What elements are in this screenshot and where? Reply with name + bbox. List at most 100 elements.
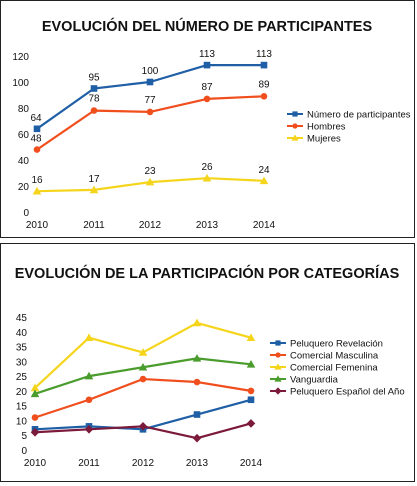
data-point (30, 427, 40, 437)
chart-title: EVOLUCIÓN DEL NÚMERO DE PARTICIPANTES (42, 17, 373, 35)
data-point (138, 362, 148, 371)
data-label: 78 (88, 94, 100, 105)
data-point (193, 411, 201, 418)
categories-chart: EVOLUCIÓN DE LA PARTICIPACIÓN POR CATEGO… (15, 264, 405, 469)
data-point (246, 359, 256, 368)
data-point (145, 177, 155, 186)
legend-marker (274, 363, 282, 370)
x-tick-label: 2012 (132, 458, 155, 469)
data-label: 26 (201, 162, 213, 173)
y-tick-label: 35 (16, 343, 28, 354)
data-point (260, 61, 268, 69)
x-tick-label: 2013 (186, 458, 209, 469)
data-point (30, 383, 40, 392)
data-point (192, 354, 202, 362)
data-point (247, 396, 255, 404)
legend-marker (274, 387, 282, 395)
y-tick-label: 25 (16, 372, 28, 383)
y-tick-label: 20 (18, 182, 30, 193)
data-point (193, 378, 201, 386)
data-label: 95 (88, 73, 100, 84)
data-point (146, 108, 154, 116)
data-point (30, 389, 40, 398)
legend-label: Peluquero Revelación (290, 339, 383, 350)
legend-marker (291, 134, 299, 141)
data-label: 17 (88, 174, 100, 185)
y-tick-label: 30 (16, 357, 28, 368)
legend-label: Mujeres (307, 134, 341, 145)
data-point (139, 375, 147, 383)
legend-label: Comercial Femenina (290, 363, 378, 374)
data-point (84, 425, 94, 434)
data-point (32, 186, 42, 195)
legend-marker (275, 352, 281, 358)
y-tick-label: 45 (16, 313, 28, 324)
chart-title: EVOLUCIÓN DE LA PARTICIPACIÓN POR CATEGO… (15, 264, 400, 282)
data-point (31, 414, 39, 421)
y-tick-label: 0 (21, 446, 27, 457)
data-label: 64 (30, 113, 42, 124)
x-tick-label: 2010 (26, 220, 49, 231)
x-tick-label: 2012 (139, 220, 162, 231)
y-tick-label: 40 (16, 328, 28, 339)
chart-panel-participants: EVOLUCIÓN DEL NÚMERO DE PARTICIPANTES 0 20… (0, 0, 415, 238)
x-tick-label: 2014 (240, 458, 263, 469)
x-tick-label: 2010 (24, 458, 47, 469)
data-point (247, 387, 255, 395)
legend-label: Vanguardia (290, 375, 339, 386)
legend-marker (274, 375, 282, 382)
series-line (34, 377, 252, 419)
data-label: 89 (258, 79, 270, 90)
data-point (146, 78, 154, 86)
data-point (202, 173, 212, 182)
data-point (85, 396, 93, 404)
data-point (89, 185, 99, 194)
chart-panel-categories: EVOLUCIÓN DE LA PARTICIPACIÓN POR CATEGO… (0, 243, 415, 482)
data-point (33, 146, 41, 153)
data-point (192, 433, 202, 443)
data-point (246, 333, 256, 341)
y-tick-label: 60 (18, 130, 30, 141)
legend-marker (275, 340, 281, 346)
legend-label: Hombres (307, 122, 346, 133)
y-tick-label: 40 (18, 156, 30, 167)
y-tick-label: 20 (16, 387, 28, 398)
data-point (203, 61, 211, 69)
data-point (33, 125, 41, 133)
participants-chart: EVOLUCIÓN DEL NÚMERO DE PARTICIPANTES020… (12, 17, 411, 231)
data-point (90, 85, 98, 92)
data-point (260, 93, 268, 100)
data-point (84, 333, 94, 341)
y-tick-label: 15 (16, 402, 28, 413)
data-point (246, 419, 256, 428)
y-tick-label: 5 (21, 431, 27, 442)
x-tick-label: 2013 (196, 220, 219, 231)
x-tick-label: 2014 (253, 220, 276, 231)
data-point (138, 348, 148, 356)
data-label: 48 (30, 134, 42, 145)
data-label: 113 (256, 49, 272, 60)
y-tick-label: 80 (18, 104, 30, 115)
data-point (203, 95, 211, 103)
x-tick-label: 2011 (78, 458, 100, 469)
legend-label: Peluquero Español del Año (290, 387, 405, 398)
legend-label: Número de participantes (307, 110, 411, 121)
y-tick-label: 100 (12, 78, 29, 89)
data-point (90, 107, 98, 114)
x-tick-label: 2011 (83, 220, 105, 231)
y-tick-label: 120 (12, 52, 29, 63)
data-label: 100 (142, 66, 159, 77)
data-point (192, 318, 202, 327)
data-label: 113 (199, 49, 215, 60)
data-label: 77 (144, 95, 156, 106)
data-label: 23 (144, 166, 156, 177)
y-tick-label: 0 (23, 208, 29, 219)
legend-marker (292, 123, 298, 129)
y-tick-label: 10 (16, 416, 28, 427)
data-label: 87 (201, 82, 213, 93)
data-point (259, 176, 269, 185)
legend-label: Comercial Masculina (290, 351, 379, 362)
data-point (84, 371, 94, 380)
legend-marker (292, 111, 298, 117)
data-label: 16 (31, 175, 43, 186)
